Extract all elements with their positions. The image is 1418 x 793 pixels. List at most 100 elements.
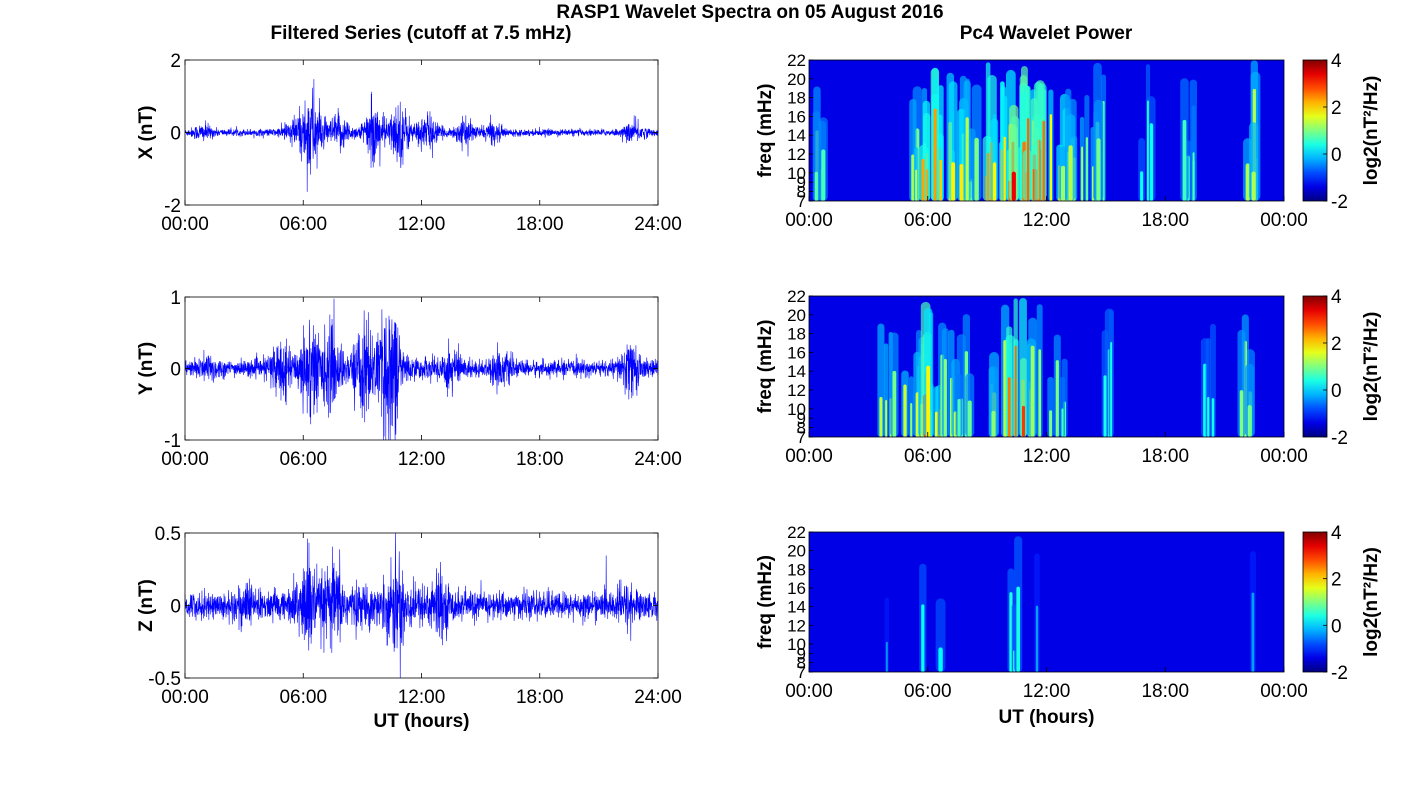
y-tick-label: -2 [164, 196, 181, 217]
x-tick-label: 00:00 [785, 210, 833, 231]
x-tick-label: 00:00 [1260, 210, 1308, 231]
power-streak-core [938, 647, 943, 672]
power-streak [812, 111, 820, 201]
y-tick-label: 7 [797, 663, 806, 682]
power-streak-core [1011, 171, 1016, 201]
power-streak-core [1016, 586, 1021, 672]
x-tick-label: 00:00 [161, 449, 209, 470]
power-streak [1237, 329, 1246, 437]
y-tick-label: 16 [787, 343, 806, 362]
power-streak-core [879, 396, 883, 437]
x-axis-label: UT (hours) [373, 711, 469, 732]
power-streak-core [1068, 145, 1073, 201]
power-streak-core [1003, 136, 1006, 201]
x-tick-label: 06:00 [904, 210, 952, 231]
y-tick-label: 22 [787, 523, 806, 542]
x-tick-label: 12:00 [1023, 681, 1071, 702]
x-tick-label: 18:00 [1141, 681, 1189, 702]
y-tick-label: 0.5 [155, 524, 181, 545]
y-tick-label: 18 [787, 560, 806, 579]
colorbar-tick-label: 2 [1331, 334, 1342, 355]
power-streak-core [1239, 390, 1244, 437]
power-streak [935, 598, 946, 672]
colorbar [1302, 531, 1328, 673]
x-tick-label: 00:00 [1260, 681, 1308, 702]
power-streak-core [911, 154, 915, 201]
power-streak-core [974, 137, 979, 201]
power-streak-core [1247, 405, 1252, 437]
y-tick-label: 20 [787, 70, 806, 89]
power-streak [1210, 323, 1216, 437]
power-streak [884, 597, 890, 672]
power-streak [948, 81, 958, 201]
colorbar-tick-label: -2 [1331, 428, 1348, 449]
series-panel-z: 00:00 06:00 12:00 18:00 24:00 -0.5 0 0.5 Z (nT) U… [136, 524, 682, 732]
power-streak [1205, 338, 1211, 437]
x-tick-label: 00:00 [785, 446, 833, 467]
colorbar [1302, 295, 1328, 438]
y-axis-label: freq (mHz) [755, 320, 776, 414]
right-column-title: Pc4 Wavelet Power [960, 23, 1133, 44]
x-tick-label: 00:00 [161, 214, 209, 235]
power-streak-core [921, 158, 925, 201]
power-streak-core [1032, 168, 1035, 201]
y-tick-label: 22 [787, 287, 806, 306]
y-tick-label: 0 [170, 597, 181, 618]
power-streak-core [1149, 123, 1154, 201]
x-tick-label: 12:00 [1023, 446, 1071, 467]
series-line-z [184, 533, 659, 679]
x-tick-label: 12:00 [1023, 210, 1071, 231]
power-streak-core [1042, 120, 1045, 201]
y-tick-label: 16 [787, 579, 806, 598]
power-streak [937, 85, 944, 201]
power-streak-core [921, 604, 925, 672]
power-streak [1248, 122, 1259, 201]
power-streak [884, 343, 889, 437]
power-streak-core [1147, 100, 1149, 201]
power-streak-core [821, 149, 826, 201]
y-tick-label: 9 [797, 173, 806, 192]
colorbar-label: log2(nT²/Hz) [1361, 76, 1382, 186]
power-streak-core [1081, 146, 1084, 201]
colorbar-tick-label: 2 [1331, 98, 1342, 119]
y-tick-label: 1 [170, 288, 181, 309]
y-tick-label: 8 [797, 419, 806, 438]
power-streak [1245, 363, 1255, 437]
x-tick-label: 24:00 [634, 449, 682, 470]
y-axis-label: freq (mHz) [755, 84, 776, 178]
y-tick-label: 20 [787, 306, 806, 325]
power-streak-core [1251, 592, 1255, 672]
y-tick-label: 12 [787, 381, 806, 400]
power-streak-core [992, 162, 997, 201]
heatmap-background [809, 532, 1284, 672]
power-streak-core [1038, 349, 1042, 437]
power-streak-core [1021, 405, 1026, 437]
power-streak-core [910, 403, 913, 437]
power-streak [985, 62, 991, 201]
x-tick-label: 18:00 [1141, 446, 1189, 467]
y-tick-label: 7 [797, 192, 806, 211]
power-streak-core [1211, 398, 1215, 437]
colorbar-tick-label: 4 [1331, 523, 1342, 544]
y-tick-label: 9 [797, 644, 806, 663]
power-streak [877, 323, 885, 437]
y-tick-label: 18 [787, 89, 806, 108]
colorbar-tick-label: 4 [1331, 287, 1342, 308]
y-tick-label: 7 [797, 428, 806, 447]
y-tick-label: -1 [164, 431, 181, 452]
wavelet-panel-y: 00:00 06:00 12:00 18:00 00:00789101214161820… [755, 287, 1382, 467]
series-panel-x: 00:00 06:00 12:00 18:00 24:00 -2 0 2 X (nT) [136, 51, 682, 235]
power-streak-core [885, 400, 888, 437]
x-tick-label: 06:00 [904, 681, 952, 702]
power-streak-core [991, 410, 996, 437]
x-tick-label: 18:00 [516, 687, 564, 708]
y-tick-label: 10 [787, 635, 806, 654]
x-tick-label: 18:00 [516, 449, 564, 470]
colorbar-tick-label: 0 [1331, 616, 1342, 637]
power-streak-core [1026, 118, 1030, 201]
y-tick-label: 8 [797, 654, 806, 673]
colorbar-label: log2(nT²/Hz) [1361, 312, 1382, 422]
wavelet-panel-x: 00:00 06:00 12:00 18:00 00:00789101214161820… [755, 51, 1382, 231]
y-axis-label: Z (nT) [136, 579, 157, 632]
